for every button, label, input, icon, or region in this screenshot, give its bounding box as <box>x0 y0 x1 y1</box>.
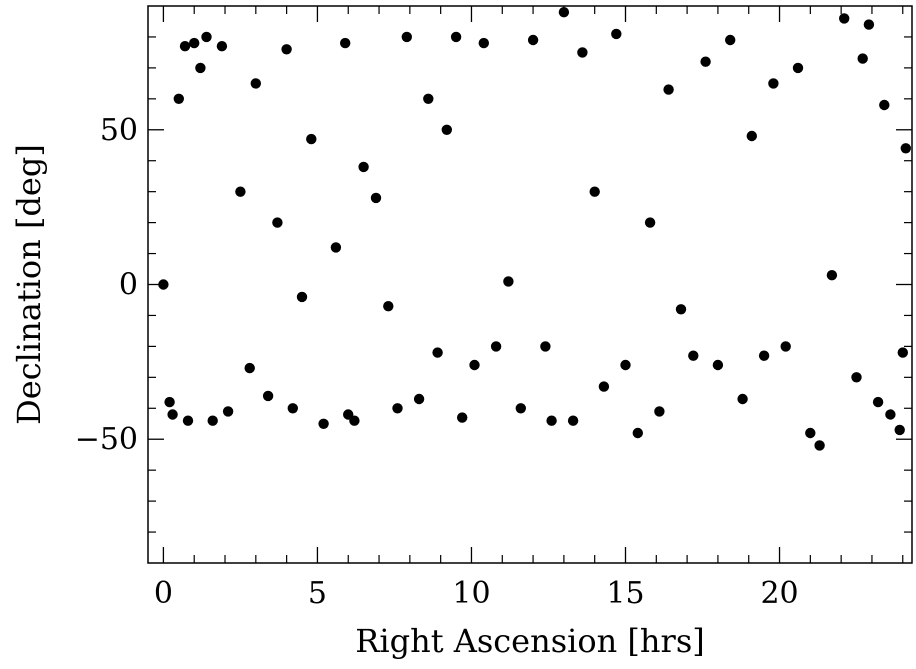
data-point <box>167 409 178 420</box>
data-point <box>370 192 382 204</box>
data-point <box>250 78 261 89</box>
data-point <box>423 93 434 105</box>
data-point <box>654 406 665 417</box>
data-point <box>663 84 674 95</box>
tick-labels: 0 5 10 15 20 −50 0 50 <box>75 113 799 611</box>
data-point <box>885 409 896 420</box>
data-point <box>281 44 292 55</box>
axis-ticks <box>148 6 912 563</box>
data-points <box>158 7 911 451</box>
data-point <box>207 415 218 426</box>
data-point <box>262 390 274 402</box>
data-point <box>546 415 557 426</box>
data-point <box>244 362 255 374</box>
data-point <box>737 393 748 405</box>
data-point <box>450 31 462 43</box>
data-point <box>611 28 622 40</box>
data-point <box>173 93 184 105</box>
data-point <box>189 37 200 49</box>
data-point <box>515 403 526 414</box>
x-tick-label: 15 <box>606 576 644 611</box>
data-point <box>432 347 443 358</box>
data-point <box>780 341 791 352</box>
data-point <box>863 19 875 30</box>
data-point <box>296 291 308 303</box>
data-point <box>872 396 884 408</box>
data-point <box>490 341 502 352</box>
x-tick-label: 5 <box>308 576 327 611</box>
data-point <box>589 186 600 197</box>
data-point <box>620 359 631 371</box>
data-point <box>644 217 656 228</box>
data-point <box>287 403 298 414</box>
data-point <box>222 406 234 417</box>
data-point <box>195 62 206 74</box>
x-tick-label: 0 <box>154 576 173 611</box>
data-point <box>567 415 579 426</box>
data-point <box>503 276 514 287</box>
data-point <box>700 56 711 67</box>
data-point <box>712 359 724 371</box>
data-point <box>272 217 283 228</box>
data-point <box>182 415 194 426</box>
data-point <box>758 350 770 361</box>
data-point <box>392 403 403 414</box>
data-point <box>413 393 425 405</box>
x-tick-label: 20 <box>760 576 798 611</box>
data-point <box>894 424 905 436</box>
data-point <box>826 270 838 281</box>
data-point <box>632 427 643 439</box>
y-tick-label: −50 <box>75 422 138 457</box>
data-point <box>457 412 468 423</box>
x-axis-label: Right Ascension [hrs] <box>355 622 704 660</box>
data-point <box>768 78 779 89</box>
data-point <box>688 350 699 361</box>
data-point <box>598 381 610 392</box>
data-point <box>746 130 757 142</box>
data-point <box>814 440 825 451</box>
data-point <box>441 124 452 135</box>
data-point <box>675 304 687 315</box>
x-tick-label: 10 <box>452 576 490 611</box>
y-tick-label: 50 <box>100 113 138 148</box>
y-tick-label: 0 <box>119 268 138 303</box>
data-point <box>469 359 480 371</box>
data-point <box>725 34 736 46</box>
data-point <box>383 301 394 312</box>
data-point <box>478 37 489 49</box>
data-point <box>577 47 588 58</box>
data-point <box>330 242 342 253</box>
data-point <box>340 37 351 49</box>
data-point <box>179 41 191 52</box>
data-point <box>540 341 551 352</box>
data-point <box>792 62 804 74</box>
plot-frame <box>147 5 913 564</box>
data-point <box>879 99 890 111</box>
data-point <box>306 133 317 145</box>
data-point <box>318 418 329 429</box>
data-point <box>358 161 369 173</box>
data-point <box>857 53 868 64</box>
data-point <box>401 31 412 43</box>
data-point <box>527 34 539 46</box>
y-axis-label: Declination [deg] <box>10 144 48 425</box>
data-point <box>235 186 246 197</box>
data-point <box>839 13 850 24</box>
data-point <box>900 143 911 154</box>
data-point <box>201 31 212 43</box>
data-point <box>216 41 228 52</box>
data-point <box>164 396 175 408</box>
data-point <box>805 427 816 439</box>
plot-border <box>147 5 913 564</box>
data-point <box>897 347 908 358</box>
data-point <box>851 372 862 383</box>
data-point <box>349 415 360 426</box>
